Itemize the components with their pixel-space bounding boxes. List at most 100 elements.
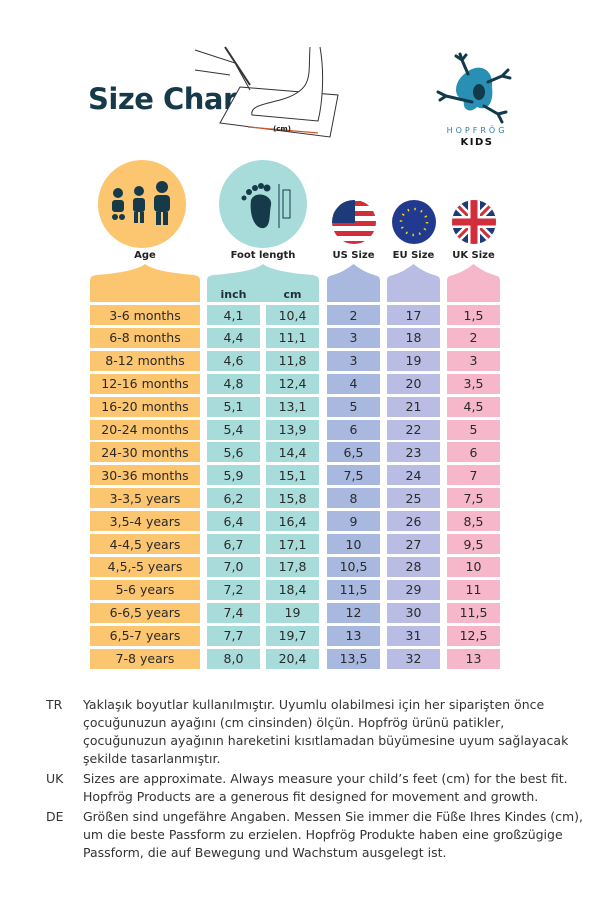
uk-cell: 4,5 — [447, 396, 500, 417]
us-cell: 3 — [327, 350, 380, 371]
uk-cell: 8,5 — [447, 511, 500, 532]
us-size-header: US Size — [332, 250, 375, 261]
uk-cell: 2 — [447, 327, 500, 348]
eu-cell: 27 — [387, 534, 440, 554]
cm-cell: 13,9 — [266, 419, 319, 440]
uk-flag-icon — [452, 200, 496, 244]
eu-cell: 20 — [387, 373, 440, 394]
age-cell: 4-4,5 years — [90, 534, 200, 554]
eu-cell: 28 — [387, 556, 440, 577]
inch-cell: 6,7 — [207, 534, 260, 554]
inch-cell: 5,9 — [207, 465, 260, 486]
us-cell: 6 — [327, 419, 380, 440]
cm-cell: 16,4 — [266, 511, 319, 532]
cm-cell: 15,1 — [266, 465, 319, 486]
eu-cell: 31 — [387, 625, 440, 646]
uk-cell: 11 — [447, 579, 500, 600]
us-cell: 10 — [327, 534, 380, 554]
uk-cell: 5 — [447, 419, 500, 440]
age-cell: 7-8 years — [90, 648, 200, 669]
foot-length-icon — [219, 160, 307, 248]
eu-cell: 21 — [387, 396, 440, 417]
us-cell: 5 — [327, 396, 380, 417]
eu-cell: 26 — [387, 511, 440, 532]
uk-cell: 11,5 — [447, 602, 500, 623]
inch-cell: 8,0 — [207, 648, 260, 669]
us-cell: 13 — [327, 625, 380, 646]
note-de: DE Größen sind ungefähre Angaben. Messen … — [46, 808, 586, 862]
cm-cell: 19,7 — [266, 625, 319, 646]
age-cell: 6-8 months — [90, 327, 200, 348]
header-tab — [447, 264, 500, 302]
cm-cell: 11,1 — [266, 327, 319, 348]
cm-cell: 17,8 — [266, 556, 319, 577]
frog-logo-icon — [436, 52, 512, 124]
note-tr: TR Yaklaşık boyutlar kullanılmıştır. Uyum… — [46, 696, 586, 768]
inch-cell: 4,6 — [207, 350, 260, 371]
eu-flag-icon — [392, 200, 436, 244]
cm-cell: 15,8 — [266, 488, 319, 509]
inch-cell: 6,2 — [207, 488, 260, 509]
header-tab — [387, 264, 440, 302]
uk-cell: 6 — [447, 442, 500, 463]
page-title: Size Chart — [88, 82, 251, 116]
eu-cell: 18 — [387, 327, 440, 348]
eu-cell: 19 — [387, 350, 440, 371]
cm-cell: 18,4 — [266, 579, 319, 600]
age-header: Age — [134, 250, 156, 261]
uk-cell: 7 — [447, 465, 500, 486]
us-cell: 10,5 — [327, 556, 380, 577]
inch-cell: 4,4 — [207, 327, 260, 348]
uk-cell: 9,5 — [447, 534, 500, 554]
age-cell: 3-3,5 years — [90, 488, 200, 509]
note-uk: UK Sizes are approximate. Always measure … — [46, 770, 586, 806]
uk-cell: 3,5 — [447, 373, 500, 394]
brand-name: HOPFRÖG — [446, 126, 508, 135]
us-cell: 13,5 — [327, 648, 380, 669]
us-cell: 8 — [327, 488, 380, 509]
age-cell: 24-30 months — [90, 442, 200, 463]
us-cell: 3 — [327, 327, 380, 348]
inch-cell: 7,2 — [207, 579, 260, 600]
uk-cell: 3 — [447, 350, 500, 371]
uk-size-header: UK Size — [452, 250, 495, 261]
children-icon — [98, 160, 186, 248]
header-tab — [90, 264, 200, 302]
foot-length-header: Foot length — [230, 250, 296, 261]
us-cell: 7,5 — [327, 465, 380, 486]
eu-cell: 24 — [387, 465, 440, 486]
eu-size-header: EU Size — [392, 250, 435, 261]
age-cell: 5-6 years — [90, 579, 200, 600]
language-code: UK — [46, 771, 64, 786]
inch-cell: 5,1 — [207, 396, 260, 417]
eu-cell: 23 — [387, 442, 440, 463]
note-text: Sizes are approximate. Always measure yo… — [83, 771, 568, 804]
header-tab — [207, 264, 319, 302]
eu-cell: 22 — [387, 419, 440, 440]
inch-cell: 7,7 — [207, 625, 260, 646]
inch-cell: 5,6 — [207, 442, 260, 463]
inch-cell: 7,4 — [207, 602, 260, 623]
cm-cell: 19 — [266, 602, 319, 623]
us-cell: 6,5 — [327, 442, 380, 463]
us-cell: 11,5 — [327, 579, 380, 600]
cm-cell: 11,8 — [266, 350, 319, 371]
inch-header: inch — [220, 288, 247, 301]
brand-sub: KIDS — [460, 137, 494, 148]
inch-cell: 7,0 — [207, 556, 260, 577]
eu-cell: 25 — [387, 488, 440, 509]
cm-cell: 10,4 — [266, 305, 319, 325]
note-text: Yaklaşık boyutlar kullanılmıştır. Uyumlu… — [83, 697, 569, 766]
us-cell: 12 — [327, 602, 380, 623]
uk-cell: 12,5 — [447, 625, 500, 646]
eu-cell: 32 — [387, 648, 440, 669]
notes: TR Yaklaşık boyutlar kullanılmıştır. Uyum… — [46, 696, 586, 864]
uk-cell: 1,5 — [447, 305, 500, 325]
age-cell: 6-6,5 years — [90, 602, 200, 623]
cm-header: cm — [283, 288, 302, 301]
age-cell: 8-12 months — [90, 350, 200, 371]
us-cell: 4 — [327, 373, 380, 394]
inch-cell: 4,8 — [207, 373, 260, 394]
age-cell: 16-20 months — [90, 396, 200, 417]
foot-measure-illustration: (cm) — [194, 46, 339, 138]
